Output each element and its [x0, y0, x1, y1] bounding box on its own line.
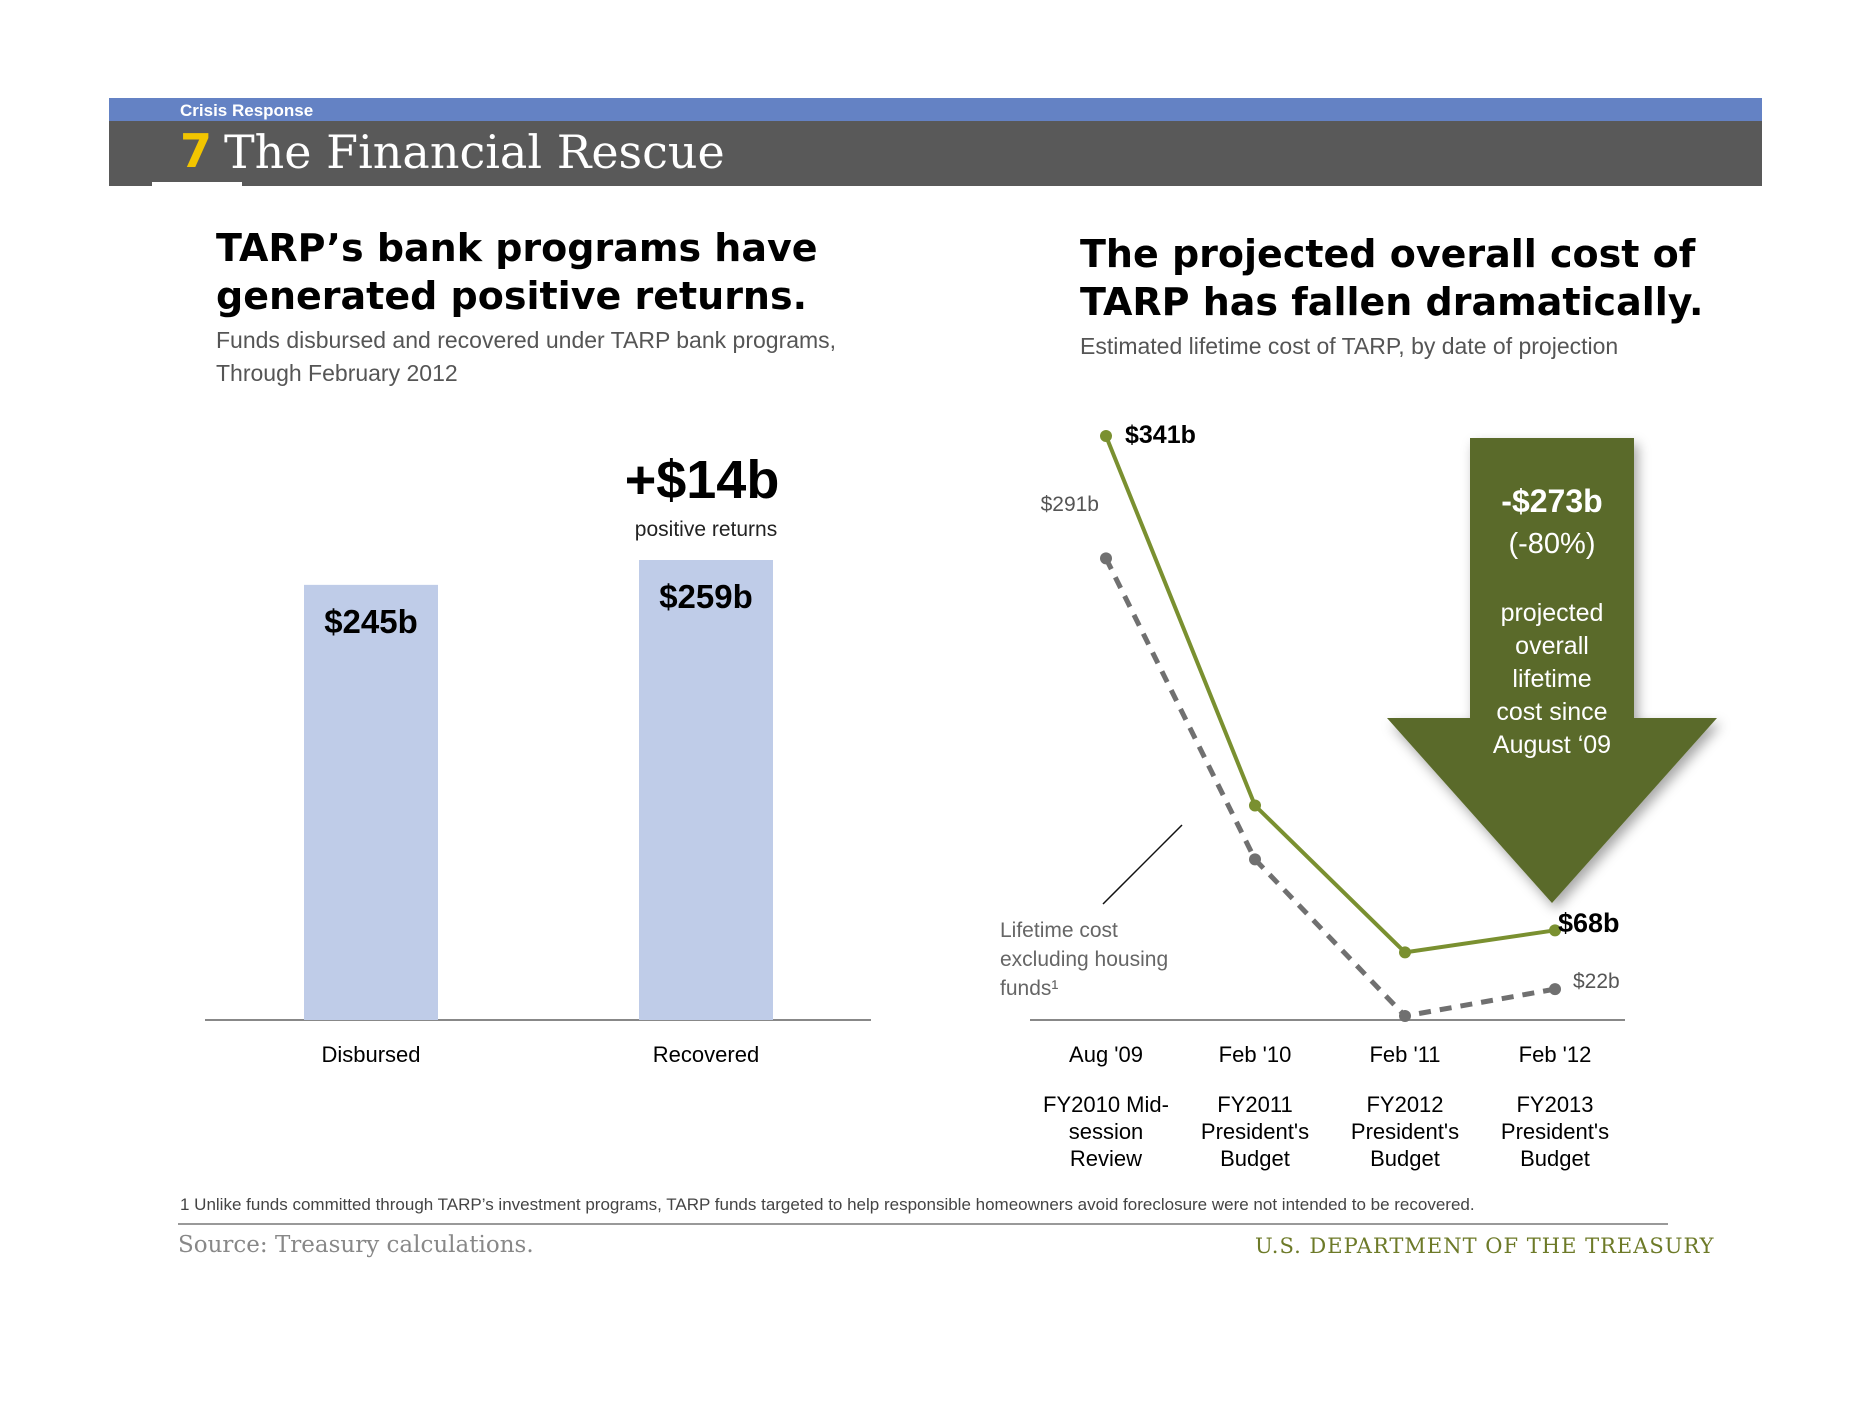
bar-callout-value: +$14b [625, 450, 780, 510]
x-sub-label: President's [1351, 1119, 1459, 1144]
arrow-percent: (-80%) [1508, 528, 1595, 560]
section-label: Crisis Response [180, 101, 314, 120]
x-tick-label: Feb '10 [1219, 1042, 1292, 1067]
bar [304, 584, 438, 1020]
department-logo-text: U.S. DEPARTMENT OF THE TREASURY [1255, 1234, 1715, 1258]
series-line-excluding-housing [1103, 557, 1556, 1019]
arrow-text-line: August ‘09 [1493, 731, 1611, 759]
line-value-label: $68b [1558, 908, 1620, 938]
data-point [1399, 946, 1411, 959]
note-leader-line [1102, 824, 1183, 905]
section-number-underline [152, 182, 242, 187]
bar-chart: $245b Disbursed $259b Recovered +$14b posit… [205, 450, 871, 1067]
x-sub-label: FY2010 Mid- [1043, 1092, 1169, 1117]
arrow-text-line: projected [1501, 599, 1604, 627]
data-point [1100, 430, 1112, 442]
x-sub-label: session [1069, 1119, 1144, 1144]
arrow-text-line: lifetime [1512, 665, 1591, 693]
arrow-text-line: overall [1515, 632, 1589, 660]
page-title: The Financial Rescue [224, 125, 725, 179]
line-chart: -$273b (-80%) projected overall lifetime co… [1000, 421, 1717, 1171]
x-tick-label: Feb '11 [1369, 1042, 1440, 1067]
footer-divider [178, 1223, 1668, 1225]
section-bar [109, 98, 1762, 121]
right-headline: The projected overall cost of TARP has f… [1080, 230, 1704, 326]
right-subtitle: Estimated lifetime cost of TARP, by date… [1080, 333, 1619, 359]
housing-note-line: funds¹ [1000, 977, 1058, 1000]
arrow-value: -$273b [1501, 483, 1602, 519]
left-headline-line1: TARP’s bank programs have [216, 226, 818, 270]
arrow-text-line: cost since [1496, 698, 1607, 726]
left-subtitle: Funds disbursed and recovered under TARP… [216, 324, 836, 390]
data-point [1249, 853, 1261, 866]
x-sub-label: Budget [1370, 1146, 1440, 1171]
data-point [1549, 983, 1561, 996]
bar-category-label: Disbursed [321, 1042, 420, 1067]
title-bar [109, 121, 1762, 186]
x-sub-label: Budget [1220, 1146, 1290, 1171]
bar-value-label: $245b [324, 603, 418, 640]
line-value-label: $341b [1125, 421, 1196, 449]
left-subtitle-line2: Through February 2012 [216, 360, 458, 386]
housing-note-line: excluding housing [1000, 948, 1168, 971]
line-value-label: $291b [1041, 493, 1099, 516]
left-subtitle-line1: Funds disbursed and recovered under TARP… [216, 327, 837, 353]
x-sub-label: President's [1201, 1119, 1309, 1144]
bar-value-label: $259b [659, 578, 753, 615]
data-point [1399, 1010, 1411, 1022]
x-sub-label: Budget [1520, 1146, 1590, 1171]
data-point [1100, 552, 1112, 565]
series-line-total [1104, 435, 1556, 955]
x-tick-label: Aug '09 [1069, 1042, 1143, 1067]
x-sub-label: President's [1501, 1119, 1609, 1144]
footnote: 1 Unlike funds committed through TARP’s … [180, 1195, 1475, 1214]
source-note: Source: Treasury calculations. [178, 1232, 534, 1258]
left-headline: TARP’s bank programs have generated posi… [216, 224, 818, 320]
bar-callout-text: positive returns [635, 518, 777, 541]
right-headline-line2: TARP has fallen dramatically. [1080, 280, 1704, 324]
x-sub-label: FY2011 [1217, 1092, 1292, 1117]
down-arrow-icon [1387, 438, 1717, 903]
x-sub-label: Review [1070, 1146, 1142, 1171]
x-sub-label: FY2013 [1516, 1092, 1593, 1117]
data-point [1549, 924, 1561, 937]
bar [639, 560, 773, 1020]
x-sub-label: FY2012 [1366, 1092, 1443, 1117]
right-headline-line1: The projected overall cost of [1080, 232, 1696, 276]
left-headline-line2: generated positive returns. [216, 274, 808, 318]
housing-note-line: Lifetime cost [1000, 919, 1118, 942]
section-number: 7 [180, 124, 213, 178]
x-tick-label: Feb '12 [1519, 1042, 1592, 1067]
line-value-label: $22b [1573, 970, 1620, 993]
bar-category-label: Recovered [653, 1042, 759, 1067]
data-point [1249, 799, 1261, 812]
